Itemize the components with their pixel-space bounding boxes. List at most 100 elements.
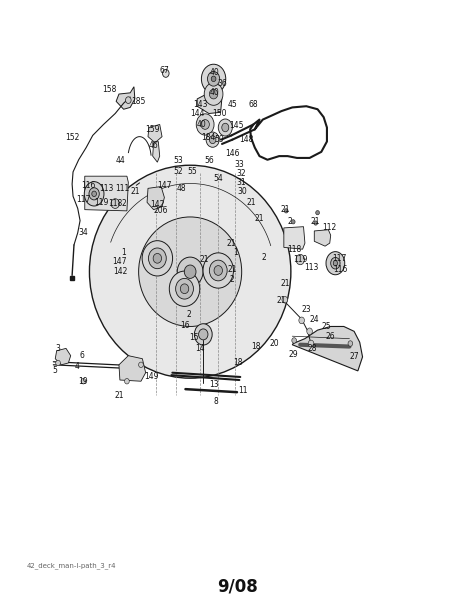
Ellipse shape	[204, 83, 223, 105]
Ellipse shape	[89, 188, 99, 200]
Text: 21: 21	[277, 297, 286, 305]
Text: 6: 6	[79, 351, 84, 360]
Text: 117: 117	[332, 254, 346, 263]
Ellipse shape	[125, 378, 129, 384]
Ellipse shape	[203, 253, 234, 288]
Text: 1: 1	[234, 247, 238, 257]
Text: 44: 44	[116, 157, 126, 166]
Text: 21: 21	[255, 214, 264, 223]
Ellipse shape	[214, 266, 222, 275]
Text: 21: 21	[228, 265, 237, 274]
Text: 143: 143	[193, 101, 208, 109]
Text: 33: 33	[235, 160, 244, 168]
Text: 34: 34	[79, 228, 88, 237]
Ellipse shape	[201, 120, 210, 130]
Text: 9/08: 9/08	[217, 578, 257, 596]
Text: 119: 119	[94, 198, 109, 207]
Text: 3: 3	[55, 344, 61, 353]
Text: 21: 21	[114, 391, 124, 400]
Text: 46: 46	[149, 141, 158, 150]
Text: 21: 21	[280, 279, 290, 289]
Ellipse shape	[142, 241, 173, 276]
Text: 2: 2	[287, 217, 292, 227]
Text: 1: 1	[121, 247, 126, 257]
Ellipse shape	[211, 76, 216, 82]
Ellipse shape	[194, 324, 212, 345]
Text: 40: 40	[210, 88, 219, 98]
Ellipse shape	[180, 284, 189, 293]
Ellipse shape	[307, 328, 312, 335]
Text: 113: 113	[100, 184, 114, 193]
Text: 30: 30	[238, 187, 247, 196]
Text: 149: 149	[145, 373, 159, 381]
Text: 117: 117	[77, 195, 91, 204]
Polygon shape	[147, 187, 164, 209]
Text: 116: 116	[82, 181, 96, 190]
Text: 118: 118	[108, 199, 122, 208]
Ellipse shape	[316, 211, 319, 215]
Text: 206: 206	[154, 206, 168, 216]
Ellipse shape	[210, 136, 216, 144]
Ellipse shape	[348, 341, 353, 346]
Text: 21: 21	[130, 187, 140, 196]
Text: 8: 8	[214, 397, 219, 406]
Text: 158: 158	[102, 85, 117, 94]
Text: 142: 142	[114, 267, 128, 276]
Text: 21: 21	[227, 239, 236, 247]
Ellipse shape	[169, 271, 200, 306]
Ellipse shape	[208, 72, 219, 86]
Text: 147: 147	[157, 181, 172, 190]
Ellipse shape	[84, 182, 104, 206]
Ellipse shape	[308, 340, 314, 347]
Text: 144: 144	[190, 109, 204, 118]
Text: 32: 32	[236, 169, 246, 177]
Text: 26: 26	[326, 332, 336, 341]
Ellipse shape	[138, 362, 143, 368]
Text: 2: 2	[121, 199, 126, 208]
Text: 11: 11	[238, 386, 247, 395]
Text: 55: 55	[188, 168, 197, 176]
Text: 21: 21	[246, 198, 256, 207]
Ellipse shape	[138, 217, 242, 327]
Text: 18: 18	[251, 342, 261, 351]
Text: 20: 20	[270, 339, 279, 348]
Text: 42_deck_man-l-path_3_r4: 42_deck_man-l-path_3_r4	[26, 562, 116, 569]
Text: 59: 59	[214, 135, 224, 144]
Text: 14: 14	[196, 344, 205, 353]
Text: 16: 16	[180, 321, 189, 330]
Text: 113: 113	[304, 263, 318, 272]
Text: 21: 21	[200, 255, 209, 264]
Text: 24: 24	[310, 314, 319, 324]
Ellipse shape	[296, 254, 304, 265]
Ellipse shape	[184, 265, 196, 278]
Text: 53: 53	[173, 157, 183, 166]
Ellipse shape	[92, 191, 97, 196]
Text: 147: 147	[113, 257, 127, 266]
Text: 111: 111	[115, 184, 129, 193]
Text: 4: 4	[74, 362, 79, 371]
Text: 56: 56	[204, 157, 214, 166]
Polygon shape	[153, 141, 160, 162]
Ellipse shape	[206, 132, 219, 147]
Ellipse shape	[222, 123, 229, 132]
Text: 119: 119	[293, 255, 308, 264]
Text: 118: 118	[287, 246, 301, 254]
Ellipse shape	[210, 260, 227, 281]
Text: 45: 45	[228, 101, 237, 109]
Ellipse shape	[111, 199, 119, 208]
Ellipse shape	[153, 254, 162, 263]
Text: 5: 5	[52, 366, 57, 375]
Text: 13: 13	[210, 381, 219, 389]
Text: 67: 67	[160, 66, 169, 76]
Text: 145: 145	[229, 121, 243, 130]
Text: 2: 2	[187, 310, 191, 319]
Text: 2: 2	[262, 252, 266, 262]
Text: 40: 40	[210, 68, 219, 77]
Text: 146: 146	[225, 149, 239, 158]
Text: 15: 15	[189, 333, 199, 342]
Text: 148: 148	[239, 135, 254, 144]
Text: 68: 68	[248, 101, 258, 109]
Text: 112: 112	[323, 223, 337, 233]
Ellipse shape	[90, 165, 291, 378]
Text: 21: 21	[311, 217, 320, 227]
